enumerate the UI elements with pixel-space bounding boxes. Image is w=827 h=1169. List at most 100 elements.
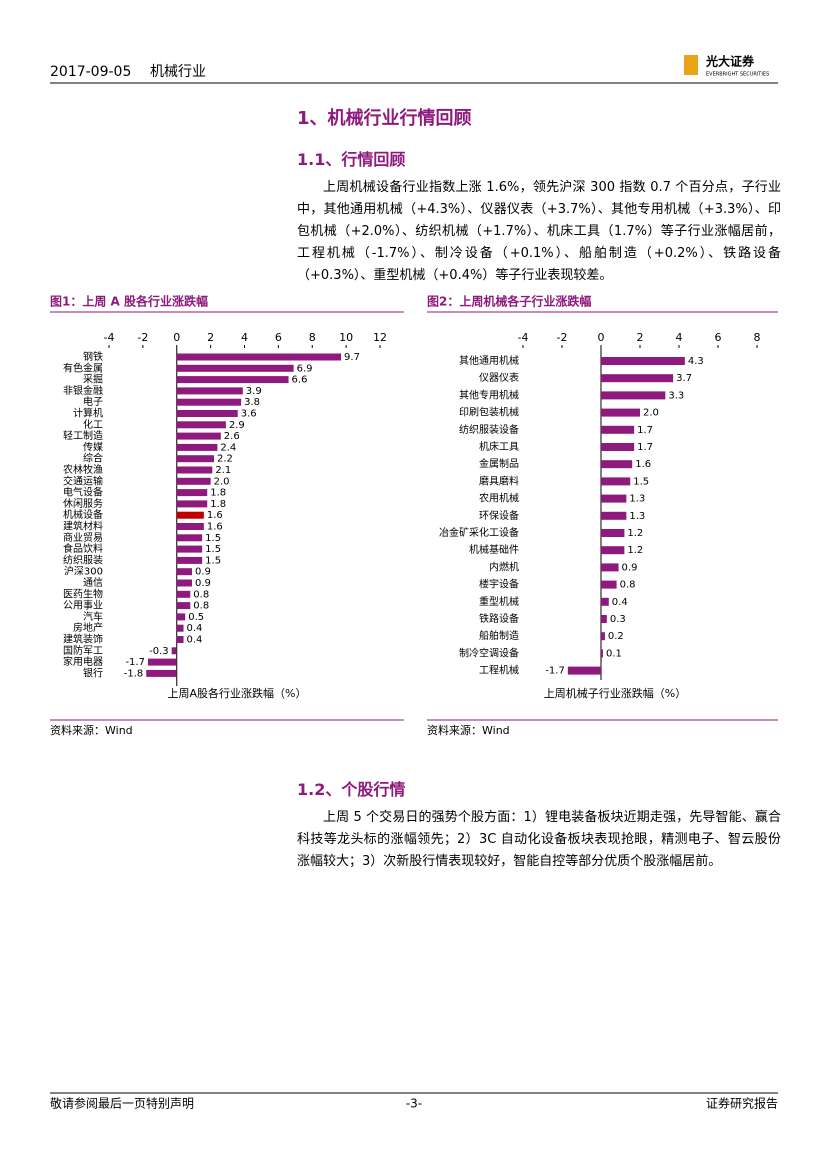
category-label: 环保设备 xyxy=(479,509,519,522)
bar xyxy=(176,590,191,598)
value-label: 0.1 xyxy=(606,648,622,659)
value-label: -0.3 xyxy=(149,646,169,657)
bar xyxy=(176,455,215,463)
x-tick-label: 2 xyxy=(207,331,214,344)
bar xyxy=(176,477,211,485)
value-label: 2.4 xyxy=(220,442,236,453)
figure-caption: 图1：上周 A 股各行业涨跌幅 xyxy=(50,294,208,309)
bar xyxy=(176,364,294,372)
value-label: 1.8 xyxy=(210,488,226,499)
bar xyxy=(146,669,177,677)
footer-left: 敬请参阅最后一页特别声明 xyxy=(50,1096,194,1111)
bar xyxy=(601,425,635,434)
bar xyxy=(176,534,203,542)
value-label: 1.8 xyxy=(210,499,226,510)
category-label: 制冷空调设备 xyxy=(459,646,519,659)
category-label: 铁路设备 xyxy=(479,612,519,625)
bar xyxy=(567,666,601,675)
bar xyxy=(601,632,605,641)
value-label: 0.3 xyxy=(610,614,626,625)
category-label: 磨具磨料 xyxy=(479,474,519,487)
category-label: 钢铁 xyxy=(83,350,103,363)
x-tick-label: -4 xyxy=(518,331,529,344)
bar xyxy=(171,647,177,655)
bar xyxy=(176,511,204,519)
category-label: 房地产 xyxy=(73,621,103,634)
category-label: 家用电器 xyxy=(63,655,103,668)
category-label: 商业贸易 xyxy=(63,531,103,544)
value-label: 1.6 xyxy=(207,510,223,521)
value-label: 0.2 xyxy=(608,631,624,642)
paragraph: 上周 5 个交易日的强势个股方面：1）锂电装备板块近期走强，先导智能、赢合科技等… xyxy=(297,810,781,869)
category-label: 仪器仪表 xyxy=(479,371,519,384)
value-label: 0.5 xyxy=(188,612,204,623)
x-tick-label: 6 xyxy=(275,331,282,344)
bar xyxy=(176,489,208,497)
category-label: 金属制品 xyxy=(479,457,519,470)
bar xyxy=(601,408,640,417)
value-label: 2.6 xyxy=(224,431,240,442)
bar xyxy=(176,500,208,508)
bar xyxy=(176,636,184,643)
bar xyxy=(176,613,186,621)
category-label: 楼宇设备 xyxy=(479,578,519,591)
value-label: 6.6 xyxy=(292,375,308,386)
category-label: 计算机 xyxy=(73,407,103,420)
value-label: 2.0 xyxy=(214,476,230,487)
bar xyxy=(601,374,674,383)
bar xyxy=(176,421,226,429)
bar xyxy=(176,443,218,451)
category-label: 化工 xyxy=(83,418,103,431)
category-label: 综合 xyxy=(83,452,103,465)
bar xyxy=(176,602,191,610)
logo-text-en: EVERBRIGHT SECURITIES xyxy=(706,72,769,78)
x-tick-label: -4 xyxy=(104,331,115,344)
category-label: 其他专用机械 xyxy=(459,388,519,401)
value-label: 1.6 xyxy=(635,459,651,470)
bar xyxy=(601,615,607,623)
footer-page: -3- xyxy=(406,1097,422,1111)
header-date: 2017-09-05 xyxy=(50,64,131,80)
bar xyxy=(601,597,609,606)
bar xyxy=(176,624,184,632)
value-label: 3.8 xyxy=(244,397,260,408)
category-label: 公用事业 xyxy=(63,599,103,612)
value-label: 1.5 xyxy=(205,533,221,544)
category-label: 采掘 xyxy=(83,373,103,386)
paragraph: 上周机械设备行业指数上涨 1.6%，领先沪深 300 指数 0.7 个百分点，子… xyxy=(297,180,781,283)
bar xyxy=(601,580,617,589)
category-label: 工程机械 xyxy=(479,664,519,677)
bar xyxy=(601,391,666,400)
x-tick-label: 10 xyxy=(339,331,353,344)
logo-icon xyxy=(684,55,698,75)
bar xyxy=(601,460,633,469)
category-label: 建筑装饰 xyxy=(63,633,103,646)
category-label: 食品饮料 xyxy=(63,542,103,555)
bar xyxy=(176,568,192,576)
category-label: 印刷包装机械 xyxy=(459,406,519,419)
value-label: 2.2 xyxy=(217,454,233,465)
header-industry: 机械行业 xyxy=(150,64,206,80)
value-label: 1.7 xyxy=(637,442,653,453)
category-label: 电气设备 xyxy=(63,486,103,499)
value-label: 0.8 xyxy=(193,601,209,612)
value-label: 0.4 xyxy=(187,635,203,646)
category-label: 沪深300 xyxy=(64,565,103,578)
value-label: 4.3 xyxy=(688,356,704,367)
x-tick-label: 4 xyxy=(676,331,683,344)
x-axis-label: 上周A股各行业涨跌幅（%） xyxy=(168,686,307,700)
x-tick-label: -2 xyxy=(557,331,568,344)
category-label: 国防军工 xyxy=(63,644,103,657)
figure-source: 资料来源：Wind xyxy=(50,723,133,737)
category-label: 纺织服装 xyxy=(63,553,103,566)
bar xyxy=(176,466,213,474)
x-tick-label: 8 xyxy=(309,331,316,344)
value-label: 1.5 xyxy=(205,555,221,566)
bar xyxy=(176,579,192,587)
category-label: 机械基础件 xyxy=(469,543,519,556)
category-label: 通信 xyxy=(83,577,103,589)
subsection-title: 1.2、个股行情 xyxy=(297,780,406,799)
value-label: 6.9 xyxy=(297,363,313,374)
category-label: 汽车 xyxy=(83,610,103,623)
